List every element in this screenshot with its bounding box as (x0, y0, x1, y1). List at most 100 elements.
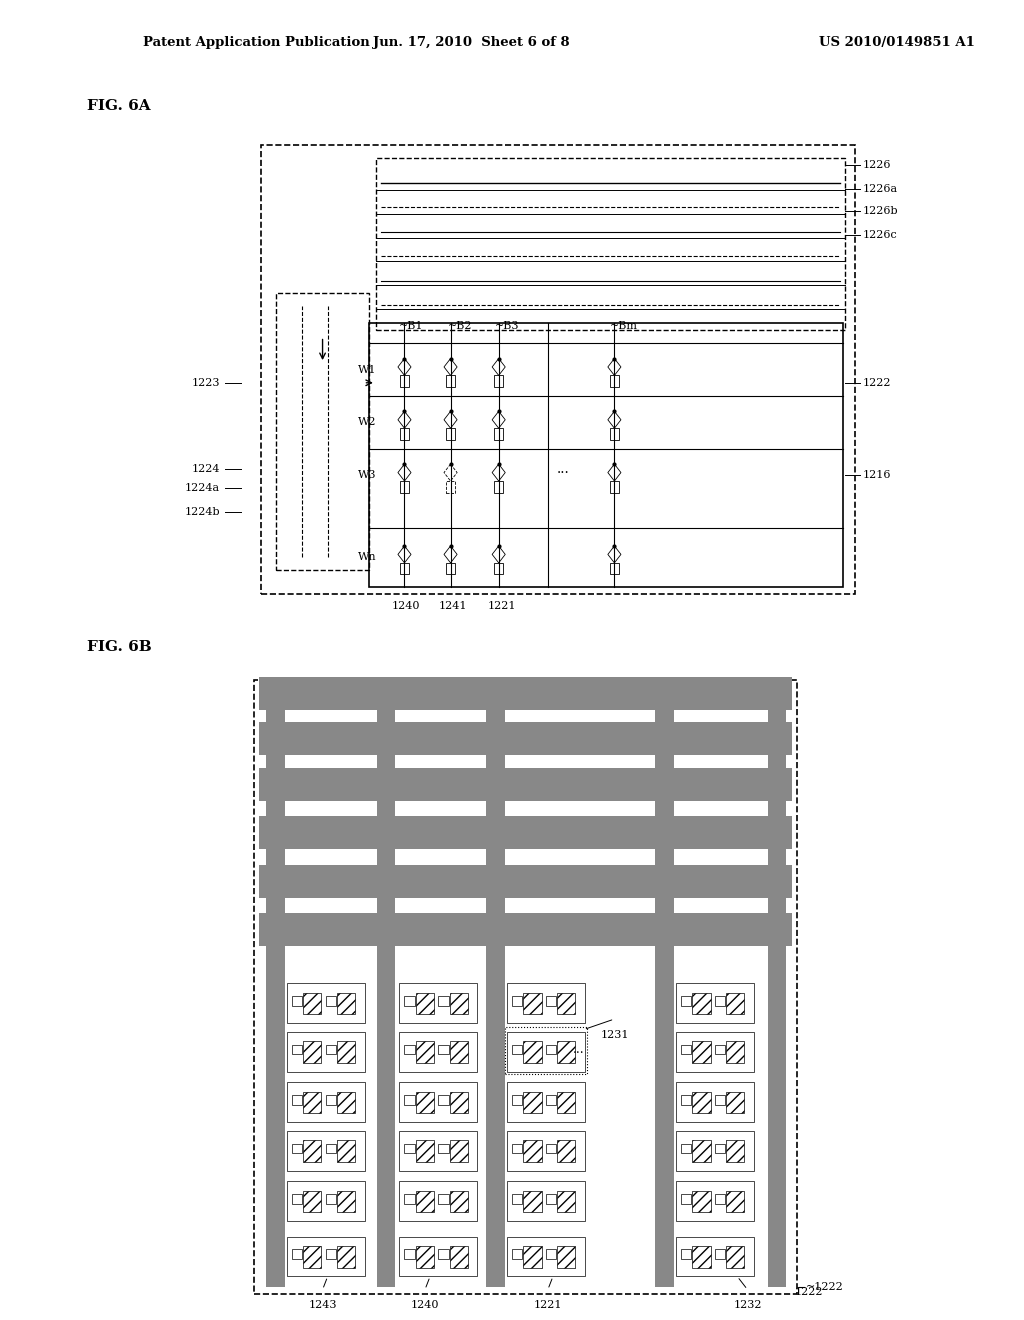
Bar (287, 1082, 365, 1122)
Bar (399, 1082, 477, 1122)
Text: 1226b: 1226b (862, 206, 898, 216)
Bar (523, 1092, 542, 1113)
Text: 1223: 1223 (191, 378, 220, 388)
Text: 1222: 1222 (862, 378, 891, 388)
Bar (450, 993, 468, 1014)
Bar (546, 1044, 556, 1055)
Bar (546, 1143, 556, 1154)
Bar (438, 1094, 449, 1105)
Bar (399, 1131, 477, 1171)
Bar (326, 995, 336, 1006)
Bar (681, 1249, 691, 1259)
Text: ~B2: ~B2 (447, 321, 472, 331)
Bar (292, 995, 302, 1006)
Text: Patent Application Publication: Patent Application Publication (143, 36, 370, 49)
Bar (610, 562, 618, 574)
Bar (438, 1044, 449, 1055)
Bar (726, 1041, 744, 1063)
Bar (512, 1249, 522, 1259)
Text: 1224b: 1224b (184, 507, 220, 517)
Bar (681, 1094, 691, 1105)
Text: ~B3: ~B3 (495, 321, 519, 331)
Bar (726, 1191, 744, 1212)
Bar (400, 480, 409, 492)
Bar (399, 1032, 477, 1072)
Bar (404, 1143, 415, 1154)
Bar (416, 1191, 434, 1212)
Text: ~B1: ~B1 (399, 321, 424, 331)
Bar (507, 1032, 585, 1072)
Bar (676, 983, 754, 1023)
Text: 1231: 1231 (600, 1030, 629, 1040)
Text: 1226c: 1226c (862, 230, 897, 240)
Text: 1241: 1241 (438, 601, 467, 611)
Bar (507, 983, 585, 1023)
Bar (681, 1193, 691, 1204)
Bar (676, 1032, 754, 1072)
Text: ~1222: ~1222 (806, 1282, 844, 1292)
Bar (523, 1246, 542, 1267)
Bar (337, 1246, 355, 1267)
Bar (399, 1237, 477, 1276)
Bar (450, 1246, 468, 1267)
Bar (507, 1082, 585, 1122)
Bar (303, 1140, 322, 1162)
Bar (446, 562, 455, 574)
Bar (438, 1143, 449, 1154)
Bar (768, 686, 786, 1287)
Bar (676, 1131, 754, 1171)
Bar (726, 1092, 744, 1113)
Bar (692, 1041, 711, 1063)
Bar (416, 993, 434, 1014)
Bar (546, 1094, 556, 1105)
Bar (715, 1094, 725, 1105)
Bar (287, 1131, 365, 1171)
Text: Wn: Wn (358, 552, 377, 562)
Bar (692, 1191, 711, 1212)
Bar (303, 1191, 322, 1212)
Bar (259, 816, 792, 849)
Text: W1: W1 (358, 364, 377, 375)
Bar (292, 1044, 302, 1055)
Text: 1216: 1216 (862, 470, 891, 480)
Bar (292, 1094, 302, 1105)
Bar (287, 1032, 365, 1072)
Bar (326, 1249, 336, 1259)
Text: FIG. 6B: FIG. 6B (87, 640, 152, 653)
Bar (416, 1246, 434, 1267)
Bar (557, 1246, 575, 1267)
Bar (303, 993, 322, 1014)
Bar (326, 1044, 336, 1055)
Bar (416, 1140, 434, 1162)
Bar (726, 993, 744, 1014)
Bar (404, 1094, 415, 1105)
Bar (495, 375, 503, 387)
Bar (610, 480, 618, 492)
Bar (557, 1092, 575, 1113)
Bar (557, 993, 575, 1014)
Bar (337, 1140, 355, 1162)
Bar (676, 1181, 754, 1221)
Bar (399, 983, 477, 1023)
Text: 1240: 1240 (391, 601, 420, 611)
Bar (446, 375, 455, 387)
Bar (507, 1237, 585, 1276)
Bar (512, 1143, 522, 1154)
Bar (681, 1044, 691, 1055)
Bar (523, 1140, 542, 1162)
Bar (292, 1249, 302, 1259)
Bar (416, 1041, 434, 1063)
Bar (292, 1193, 302, 1204)
Bar (438, 995, 449, 1006)
Text: US 2010/0149851 A1: US 2010/0149851 A1 (819, 36, 975, 49)
Bar (266, 686, 285, 1287)
Bar (726, 1140, 744, 1162)
Bar (495, 562, 503, 574)
Bar (303, 1246, 322, 1267)
Bar (486, 686, 505, 1287)
Bar (546, 1193, 556, 1204)
Bar (546, 995, 556, 1006)
Bar (676, 1082, 754, 1122)
Bar (259, 913, 792, 946)
Text: 1243: 1243 (308, 1300, 337, 1311)
